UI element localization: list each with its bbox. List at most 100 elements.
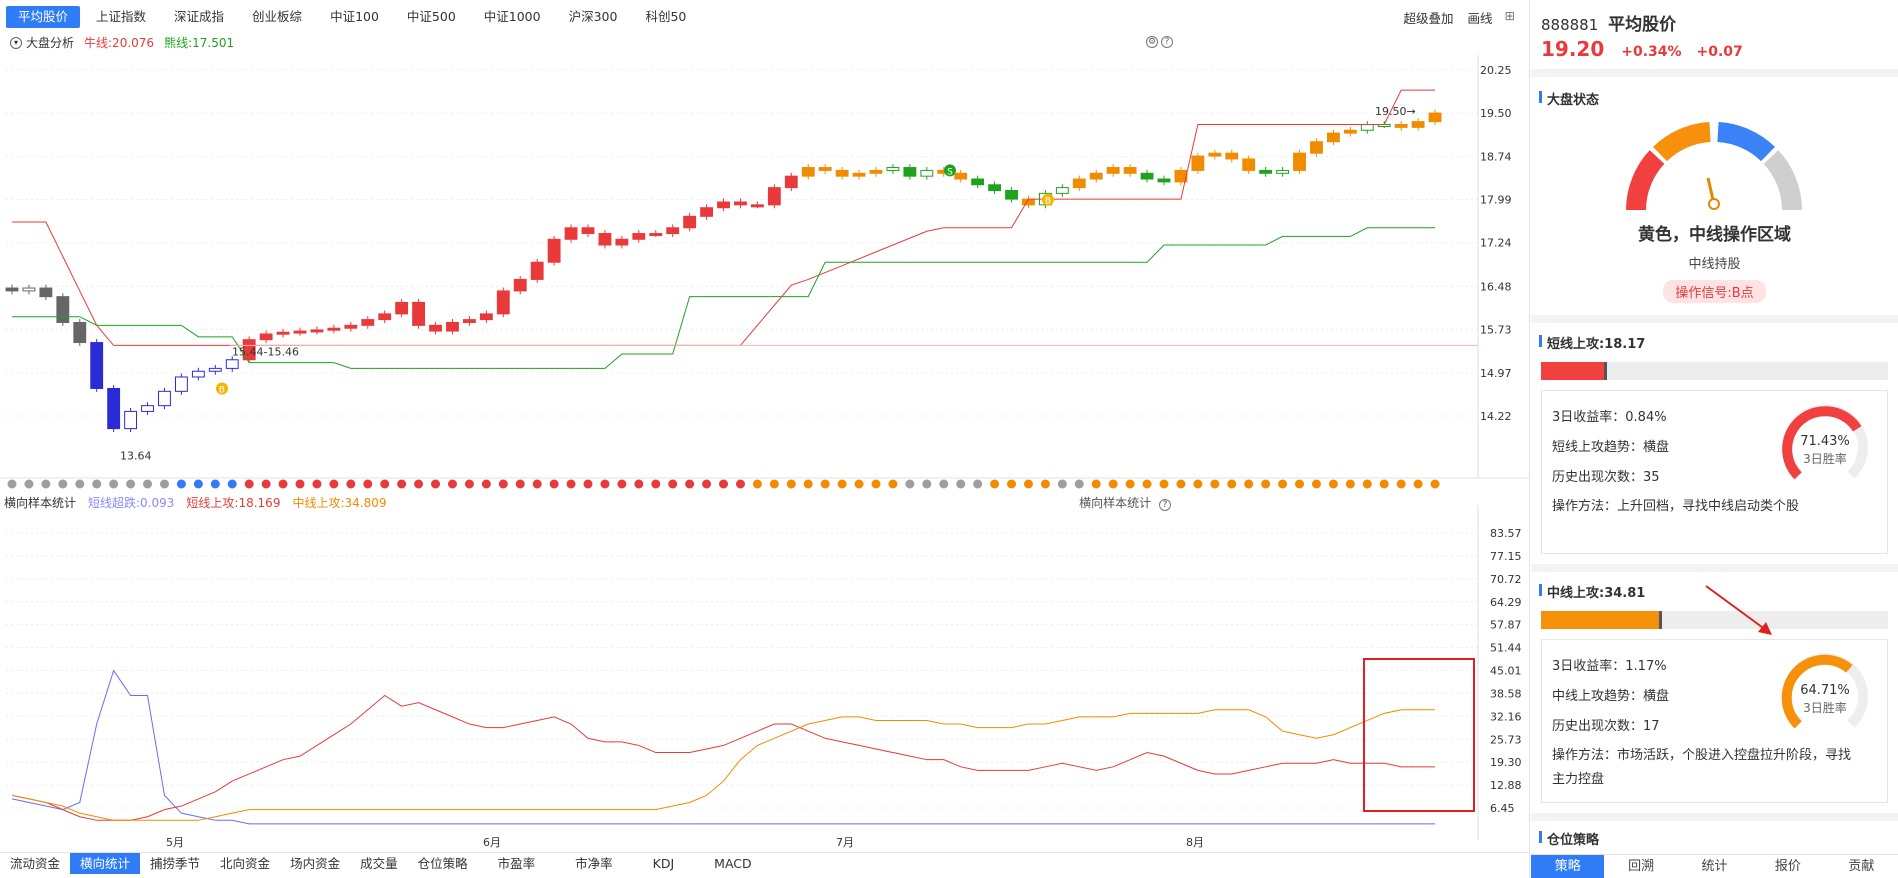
collapse-icon[interactable]: ▾ (10, 36, 22, 49)
short-up-title: 短线上攻:18.17 (1531, 333, 1898, 352)
candle-body (344, 324, 358, 329)
market-state-text: 黄色，中线操作区域 (1638, 225, 1791, 245)
indicator-tab-4[interactable]: 场内资金 (290, 856, 341, 871)
stock-name: 平均股价 (1608, 15, 1677, 35)
indicator-tab-8[interactable]: 市净率 (575, 856, 613, 871)
index-tab-7[interactable]: 沪深300 (568, 9, 618, 24)
candle-body (39, 287, 53, 298)
signal-dot (278, 479, 288, 489)
short-up-bar-fill (1541, 362, 1607, 380)
panel-tab-1[interactable]: 回溯 (1628, 859, 1655, 874)
short-up-section: 短线上攻:18.17 3日收益率：0.84% 短线上攻趋势：横盘 历史出现次数：… (1531, 323, 1898, 554)
index-tab-2[interactable]: 深证成指 (174, 9, 225, 24)
signal-dot (939, 479, 949, 489)
candle-body (818, 167, 832, 171)
indicator-tab-1[interactable]: 横向统计 (70, 853, 141, 874)
x-axis-label: 6月 (483, 836, 501, 849)
candle-body (801, 167, 815, 177)
short-win-rate: 71.43% (1800, 434, 1850, 449)
candle-body (971, 178, 985, 186)
index-tab-4[interactable]: 中证100 (330, 9, 379, 24)
panel-tab-2[interactable]: 统计 (1701, 859, 1728, 874)
signal-dot (75, 479, 85, 489)
market-state-section: 大盘状态 黄色，中线操作区域 中线持股 操作信号:B点 (1531, 77, 1898, 303)
signal-dot (7, 479, 17, 489)
mid-trend: 中线上攻趋势：横盘 (1552, 689, 1670, 704)
panel-tab-3[interactable]: 报价 (1774, 859, 1801, 874)
signal-dot (1142, 479, 1152, 489)
indicator-tab-3[interactable]: 北向资金 (220, 856, 271, 871)
buy-marker (216, 382, 228, 395)
signal-dot (1193, 479, 1203, 489)
indicator-tab-0[interactable]: 流动资金 (10, 856, 61, 871)
signal-dot (431, 479, 441, 489)
lower-y-tick: 57.87 (1490, 619, 1522, 632)
bear-line (12, 227, 1436, 369)
draw-line-button[interactable]: 画线 (1467, 11, 1493, 26)
short-fall-line (11, 669, 1436, 825)
candle-body (903, 167, 917, 177)
indicator-tab-2[interactable]: 捕捞季节 (150, 856, 201, 871)
upper-chart-name: 大盘分析 (26, 36, 75, 50)
indicator-tab-5[interactable]: 成交量 (360, 856, 398, 871)
short-method: 操作方法：上升回档，寻找中线启动类个股 (1552, 499, 1800, 514)
gauge-orange-segment (1653, 122, 1711, 162)
gauge-blue-segment (1717, 122, 1775, 162)
signal-dot (1396, 479, 1406, 489)
signal-dot (752, 479, 762, 489)
index-tab-8[interactable]: 科创50 (645, 9, 687, 24)
x-axis-label: 7月 (836, 836, 854, 849)
mid-up-title: 中线上攻:34.81 (1531, 582, 1898, 601)
candle-body (1072, 178, 1086, 189)
candle-body (361, 319, 375, 326)
signal-dot (956, 479, 966, 489)
short-up-bar (1541, 362, 1888, 380)
index-tab-5[interactable]: 中证500 (406, 9, 456, 24)
help-icon[interactable]: ? (1159, 499, 1171, 511)
signal-dot (1227, 479, 1237, 489)
index-tab-1[interactable]: 上证指数 (96, 9, 147, 24)
candle-body (513, 278, 527, 292)
settings-icon[interactable]: ⚙ (1146, 36, 1158, 48)
candle-body (1208, 152, 1222, 157)
sell-marker (944, 164, 956, 177)
panel-tab-4[interactable]: 贡献 (1848, 859, 1875, 874)
candle-body (1259, 169, 1273, 174)
help-icon[interactable]: ? (1161, 36, 1173, 48)
index-tab-3[interactable]: 创业板综 (252, 9, 303, 24)
candle-body (141, 405, 154, 412)
signal-dot (1295, 479, 1305, 489)
stock-pct: +0.34% (1621, 44, 1682, 60)
signal-dot (515, 479, 525, 489)
signal-dot (617, 479, 627, 489)
buy-marker-label: B (1045, 197, 1051, 207)
panel-tab-0[interactable]: 策略 (1531, 855, 1605, 878)
signal-dot (600, 479, 610, 489)
index-tabs: 平均股价 上证指数 深证成指 创业板综 中证100 中证500 中证1000 沪深300 科创5… (6, 6, 702, 30)
lower-y-tick: 32.16 (1490, 710, 1522, 723)
signal-dot (92, 479, 102, 489)
candle-body (276, 331, 290, 335)
signal-dot (702, 479, 712, 489)
bull-line-label: 牛线:20.076 (84, 36, 155, 50)
signal-dot (1345, 479, 1355, 489)
super-overlay-button[interactable]: 超级叠加 (1403, 11, 1454, 26)
mid-up-bar-fill (1541, 611, 1663, 629)
candle-body (395, 301, 409, 315)
panel-tabs: 策略 回溯 统计 报价 贡献 (1531, 854, 1898, 878)
x-axis-label: 5月 (166, 836, 184, 849)
index-tab-0[interactable]: 平均股价 (6, 6, 81, 28)
candle-body (124, 410, 138, 430)
layout-icon[interactable]: ⊞ (1504, 8, 1515, 23)
indicator-tab-10[interactable]: MACD (714, 856, 752, 871)
indicator-tab-9[interactable]: KDJ (652, 856, 675, 871)
signal-dot (481, 479, 491, 489)
indicator-tab-7[interactable]: 市盈率 (497, 856, 536, 871)
signal-dot (464, 479, 474, 489)
index-tab-6[interactable]: 中证1000 (483, 9, 541, 24)
mid-up-card: 3日收益率：1.17% 中线上攻趋势：横盘 历史出现次数：17 操作方法：市场活… (1541, 639, 1888, 803)
mid-up-bar (1541, 611, 1888, 629)
indicator-tab-6[interactable]: 仓位策略 (417, 856, 468, 871)
upper-y-tick: 17.24 (1480, 237, 1512, 250)
signal-dot (1362, 479, 1372, 489)
